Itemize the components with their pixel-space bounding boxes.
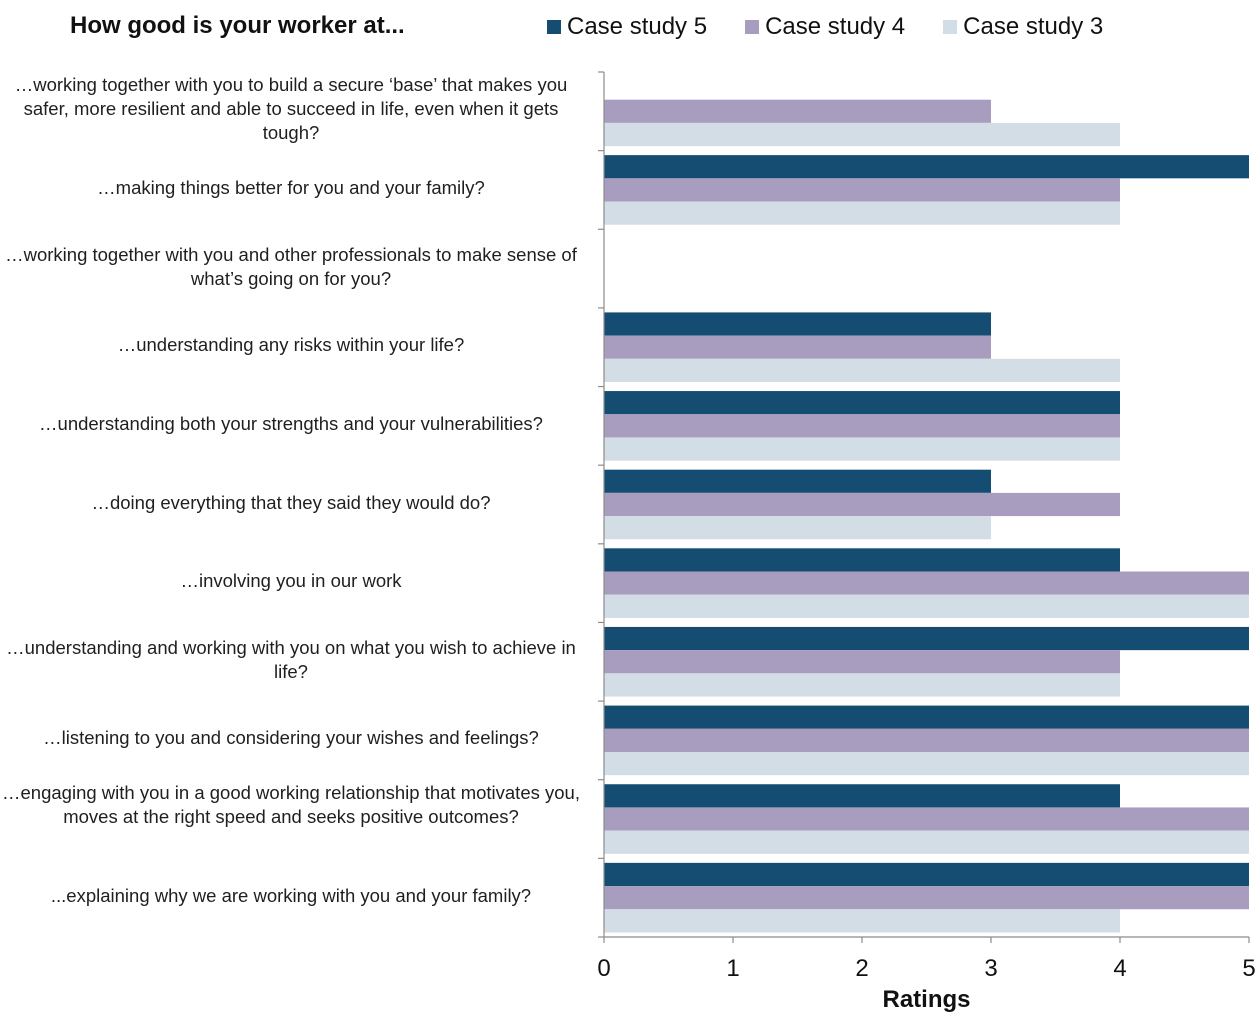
bar-case-study-3-10	[604, 909, 1120, 933]
bar-case-study-5-1	[604, 155, 1249, 179]
bar-case-study-4-1	[604, 178, 1120, 202]
bar-case-study-4-6	[604, 571, 1249, 595]
x-tick-label-3: 3	[984, 955, 998, 982]
legend-swatch-case-study-3	[943, 20, 958, 34]
category-label-9: …engaging with you in a good working rel…	[2, 782, 580, 828]
bar-case-study-4-8	[604, 728, 1249, 752]
bar-case-study-5-3	[604, 312, 991, 336]
x-tick-label-2: 2	[855, 955, 869, 982]
category-label-3: …understanding any risks within your lif…	[117, 334, 465, 356]
bar-case-study-3-0	[604, 122, 1120, 147]
bar-case-study-5-6	[604, 548, 1120, 572]
bar-case-study-4-4	[604, 414, 1120, 438]
bar-case-study-5-10	[604, 862, 1249, 887]
bar-case-study-3-4	[604, 437, 1120, 461]
category-label-10: ...explaining why we are working with yo…	[50, 884, 532, 906]
legend-item-case-study-5: Case study 5	[547, 13, 707, 41]
bar-case-study-4-5	[604, 492, 1120, 517]
bar-case-study-5-5	[604, 469, 991, 493]
category-label-0: …working together with you to build a se…	[14, 74, 568, 144]
legend-item-case-study-4: Case study 4	[745, 13, 905, 41]
category-label-2: …working together with you and other pro…	[5, 243, 577, 289]
bar-case-study-3-6	[604, 594, 1249, 618]
bar-case-study-3-1	[604, 201, 1120, 225]
category-label-1: …making things better for you and your f…	[97, 176, 485, 198]
x-axis-label: Ratings	[882, 986, 971, 1013]
bar-case-study-4-7	[604, 650, 1120, 674]
category-label-7: …understanding and working with you on w…	[6, 636, 576, 682]
category-label-4: …understanding both your strengths and y…	[39, 412, 543, 434]
x-tick-label-0: 0	[597, 955, 611, 982]
legend-label-case-study-4: Case study 4	[765, 13, 906, 40]
bar-case-study-5-8	[604, 705, 1249, 729]
legend-swatch-case-study-5	[547, 20, 561, 34]
x-tick-label-1: 1	[726, 955, 740, 982]
bar-case-study-4-0	[604, 99, 991, 123]
bar-case-study-3-5	[604, 516, 991, 540]
category-label-8: …listening to you and considering your w…	[43, 727, 539, 749]
legend-swatch-case-study-4	[745, 20, 760, 34]
bar-case-study-3-3	[604, 358, 1120, 383]
bar-case-study-3-7	[604, 673, 1120, 697]
bar-case-study-5-9	[604, 784, 1120, 808]
bar-case-study-4-9	[604, 807, 1249, 831]
bar-case-study-4-10	[604, 886, 1249, 910]
legend-label-case-study-3: Case study 3	[963, 13, 1104, 40]
bar-case-study-3-8	[604, 751, 1249, 776]
x-tick-label-4: 4	[1113, 955, 1127, 982]
bar-case-study-3-9	[604, 830, 1249, 854]
chart-title: How good is your worker at...	[70, 12, 405, 39]
legend-label-case-study-5: Case study 5	[567, 13, 708, 40]
bar-case-study-4-3	[604, 335, 991, 359]
category-label-6: …involving you in our work	[180, 570, 402, 592]
bar-case-study-5-7	[604, 626, 1249, 651]
category-label-5: …doing everything that they said they wo…	[91, 491, 491, 513]
legend: Case study 5 Case study 4 Case study 3	[547, 13, 1141, 41]
legend-item-case-study-3: Case study 3	[943, 13, 1103, 41]
bar-case-study-5-4	[604, 391, 1120, 415]
x-tick-label-5: 5	[1242, 955, 1256, 982]
